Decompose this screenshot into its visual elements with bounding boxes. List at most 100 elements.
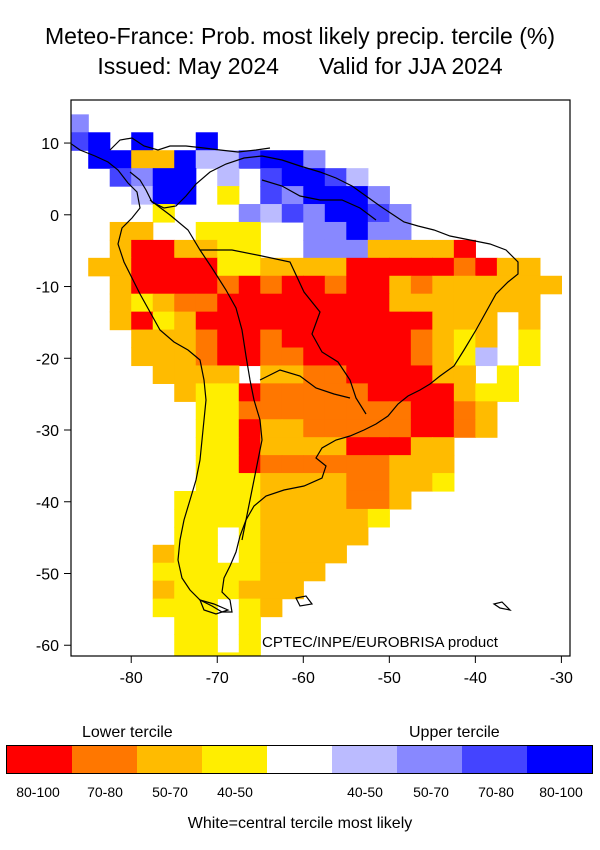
grid-cell	[303, 275, 326, 295]
longitude-axis: -80 -70 -60 -50 -40 -30	[120, 656, 573, 687]
legend-label-lower-50-70: 50-70	[152, 784, 188, 800]
grid-cell	[217, 275, 240, 295]
grid-cell	[389, 383, 412, 402]
lon-tick-label: -70	[206, 670, 229, 687]
grid-cell	[367, 204, 390, 223]
grid-cell	[453, 239, 476, 259]
grid-cell	[195, 634, 218, 654]
grid-cell	[324, 490, 347, 510]
grid-cell	[324, 401, 347, 420]
grid-cell	[281, 383, 304, 402]
grid-cell	[453, 365, 476, 384]
grid-cell	[196, 706, 218, 720]
grid-cell	[496, 293, 519, 313]
legend-swatch-upper-50-70	[397, 746, 462, 773]
grid-cell	[260, 580, 283, 600]
grid-cell	[453, 293, 476, 313]
grid-cell	[238, 634, 261, 654]
grid-cell	[303, 204, 326, 223]
grid-cell	[453, 383, 476, 402]
grid-cell	[324, 204, 347, 223]
grid-cell	[303, 257, 326, 277]
grid-cell	[281, 401, 304, 420]
grid-cell	[367, 221, 390, 241]
grid-cell	[518, 347, 541, 367]
grid-cell	[367, 239, 390, 259]
grid-cell	[496, 365, 519, 384]
grid-cell	[367, 401, 390, 420]
grid-cell	[432, 239, 455, 259]
grid-cell	[389, 293, 412, 313]
grid-cell	[217, 347, 240, 367]
grid-cell	[324, 293, 347, 313]
grid-cell	[367, 275, 390, 295]
grid-cell	[238, 221, 261, 241]
grid-cell	[303, 293, 326, 313]
grid-cell	[195, 347, 218, 367]
grid-cell	[131, 257, 154, 277]
grid-cell	[195, 562, 218, 582]
grid-cell	[346, 437, 369, 456]
lat-tick-label: -40	[36, 495, 59, 512]
grid-cell	[367, 473, 390, 492]
grid-cell	[152, 204, 175, 223]
lat-tick-label: -60	[36, 638, 59, 655]
tercile-grid	[71, 114, 562, 720]
grid-cell	[109, 257, 132, 277]
grid-cell	[281, 311, 304, 331]
grid-cell	[260, 383, 283, 402]
grid-cell	[260, 598, 283, 618]
grid-cell	[539, 275, 562, 295]
grid-cell	[367, 311, 390, 331]
grid-cell	[238, 419, 261, 438]
grid-cell	[324, 275, 347, 295]
grid-cell	[303, 437, 326, 456]
grid-cell	[195, 419, 218, 438]
grid-cell	[303, 508, 326, 528]
grid-cell	[496, 257, 519, 277]
grid-cell	[152, 562, 175, 582]
grid-cell	[410, 275, 433, 295]
grid-cell	[324, 347, 347, 367]
grid-cell	[324, 508, 347, 528]
grid-cell	[281, 150, 304, 169]
grid-cell	[195, 652, 218, 656]
grid-cell	[152, 598, 175, 618]
grid-cell	[410, 365, 433, 384]
grid-cell	[109, 239, 132, 259]
grid-cell	[324, 419, 347, 438]
grid-cell	[109, 275, 132, 295]
grid-cell	[195, 383, 218, 402]
grid-cell	[303, 311, 326, 331]
grid-cell	[346, 204, 369, 223]
grid-cell	[152, 347, 175, 367]
grid-cell	[367, 365, 390, 384]
grid-cell	[303, 490, 326, 510]
map-subtitle: Issued: May 2024 Valid for JJA 2024	[0, 52, 600, 80]
grid-cell	[303, 239, 326, 259]
grid-cell	[238, 544, 261, 564]
grid-cell	[324, 526, 347, 546]
grid-cell	[367, 186, 390, 205]
grid-cell	[281, 526, 304, 546]
grid-cell	[88, 257, 111, 277]
grid-cell	[217, 383, 240, 402]
grid-cell	[410, 437, 433, 456]
grid-cell	[389, 437, 412, 456]
grid-cell	[303, 473, 326, 492]
grid-cell	[389, 221, 412, 241]
grid-cell	[174, 150, 197, 169]
grid-cell	[174, 598, 197, 618]
grid-cell	[475, 329, 498, 349]
border-brazil-west	[200, 249, 367, 415]
grid-cell	[389, 490, 412, 510]
grid-cell	[346, 401, 369, 420]
grid-cell	[518, 329, 541, 349]
grid-cell	[281, 580, 304, 600]
grid-cell	[174, 311, 197, 331]
grid-cell	[174, 186, 197, 205]
grid-cell	[281, 168, 304, 187]
grid-cell	[346, 455, 369, 474]
grid-cell	[195, 544, 218, 564]
grid-cell	[238, 204, 261, 223]
